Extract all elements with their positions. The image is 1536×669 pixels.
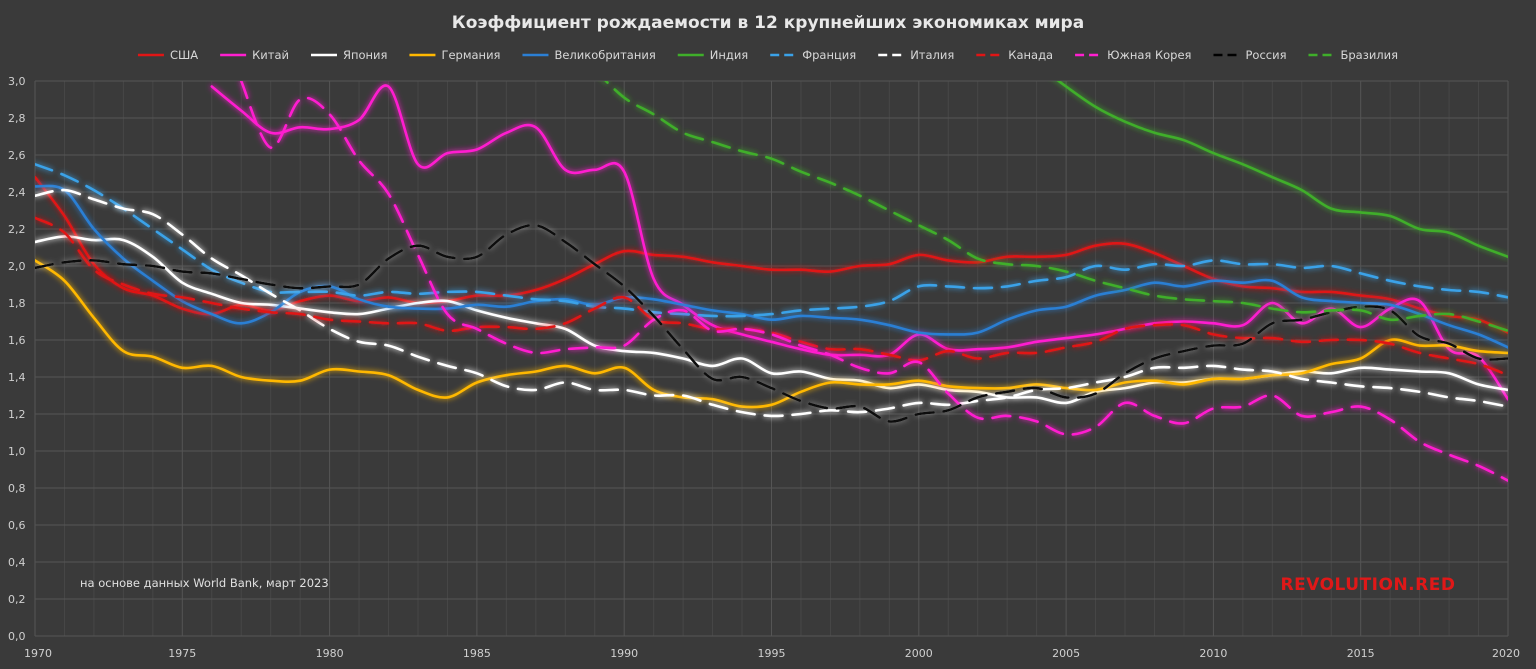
series-line-1 <box>35 175 1508 334</box>
gridlines <box>34 80 1509 637</box>
legend-label: Италия <box>910 48 954 62</box>
series-line-10 <box>239 81 1508 482</box>
legend-label: Канада <box>1008 48 1053 62</box>
series-line-5 <box>35 184 1508 349</box>
y-tick-label: 1,6 <box>8 334 26 347</box>
brand-logo: REVOLUTION.RED <box>1281 575 1456 595</box>
x-tick-label: 2010 <box>1199 647 1227 660</box>
series-line-2 <box>210 84 1508 401</box>
series-line-12 <box>604 81 1508 333</box>
x-tick-label: 1990 <box>610 647 638 660</box>
legend-label: Бразилия <box>1340 48 1398 62</box>
legend-label: Китай <box>252 48 289 62</box>
y-tick-label: 1,0 <box>8 445 26 458</box>
x-axis-ticks: 1970 1975 1980 1985 1990 1995 2000 2005 2010 2015… <box>24 647 1520 660</box>
legend-label: Великобритания <box>554 48 655 62</box>
legend-label: Франция <box>802 48 856 62</box>
y-tick-label: 1,8 <box>8 297 26 310</box>
y-tick-label: 0,0 <box>8 630 26 643</box>
x-tick-label: 2005 <box>1052 647 1080 660</box>
chart-title: Коэффициент рождаемости в 12 крупнейших … <box>452 13 1084 33</box>
series-lines <box>35 81 1508 482</box>
y-tick-label: 0,8 <box>8 482 26 495</box>
x-tick-label: 2015 <box>1347 647 1375 660</box>
legend-label: Россия <box>1245 48 1286 62</box>
x-tick-label: 2000 <box>905 647 933 660</box>
y-tick-label: 2,0 <box>8 260 26 273</box>
y-tick-label: 1,2 <box>8 408 26 421</box>
y-tick-label: 2,4 <box>8 186 26 199</box>
x-tick-label: 1975 <box>168 647 196 660</box>
y-tick-label: 3,0 <box>8 75 26 88</box>
legend: США Китай Япония Германия Великобритания Инди… <box>137 48 1398 62</box>
x-tick-label: 1985 <box>463 647 491 660</box>
source-note: на основе данных World Bank, март 2023 <box>80 576 329 590</box>
x-tick-label: 1970 <box>24 647 52 660</box>
legend-label: Япония <box>343 48 387 62</box>
x-tick-label: 1995 <box>758 647 786 660</box>
y-tick-label: 1,4 <box>8 371 26 384</box>
series-line-7 <box>35 163 1508 318</box>
legend-label: Южная Корея <box>1107 48 1191 62</box>
y-tick-label: 0,2 <box>8 593 26 606</box>
x-tick-label: 2020 <box>1492 647 1520 660</box>
y-tick-label: 2,6 <box>8 149 26 162</box>
series-line-4 <box>35 259 1508 409</box>
series-line-6 <box>1056 81 1508 259</box>
series-line-11 <box>35 223 1508 423</box>
x-tick-label: 1980 <box>316 647 344 660</box>
series-line-8 <box>35 188 1508 418</box>
y-tick-label: 2,8 <box>8 112 26 125</box>
legend-label: США <box>170 48 198 62</box>
y-axis-ticks: 0,0 0,2 0,4 0,6 0,8 1,0 1,2 1,4 1,6 1,8 2,0 2,2 2,4 2… <box>8 75 26 643</box>
series-line-9 <box>35 216 1508 377</box>
legend-label: Германия <box>441 48 500 62</box>
y-tick-label: 0,6 <box>8 519 26 532</box>
y-tick-label: 2,2 <box>8 223 26 236</box>
legend-label: Индия <box>710 48 748 62</box>
y-tick-label: 0,4 <box>8 556 26 569</box>
